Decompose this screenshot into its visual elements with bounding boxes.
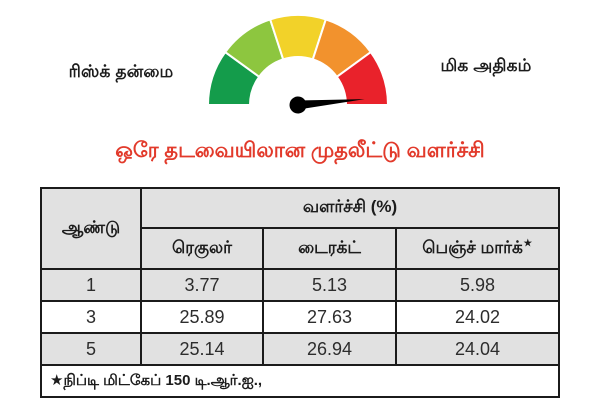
footnote: ★நிப்டி மிட்கேப் 150 டி.ஆர்.ஐ., [39, 364, 561, 398]
direct-column-header: டைரக்ட் [262, 227, 397, 270]
gauge-needle-icon [297, 99, 365, 110]
benchmark-cell: 5.98 [394, 268, 561, 302]
section-title: ஒரே தடவையிலான முதலீட்டு வளர்ச்சி [115, 139, 485, 162]
growth-table-container: ஆண்டு வளர்ச்சி (%) ரெகுலர் டைரக்ட் பெஞ்ச… [39, 187, 561, 398]
growth-table: ஆண்டு வளர்ச்சி (%) ரெகுலர் டைரக்ட் பெஞ்ச… [39, 187, 561, 398]
gauge-left-label: ரிஸ்க் தன்மை [68, 62, 174, 81]
year-cell: 3 [40, 300, 142, 334]
table-header-row-1: ஆண்டு வளர்ச்சி (%) [40, 187, 561, 270]
table-header-row-2: ரெகுலர் டைரக்ட் பெஞ்ச் மார்க்★ [41, 227, 561, 270]
year-column-header: ஆண்டு [40, 187, 142, 270]
year-cell: 1 [40, 268, 142, 302]
table-row: 3 25.89 27.63 24.02 [40, 300, 561, 334]
benchmark-cell: 24.04 [394, 332, 561, 366]
regular-cell: 25.89 [140, 300, 264, 334]
regular-cell: 25.14 [140, 332, 264, 366]
benchmark-star-icon: ★ [522, 236, 533, 249]
growth-group-header: வளர்ச்சி (%) [139, 187, 561, 229]
table-row: 5 25.14 26.94 24.04 [40, 332, 561, 366]
benchmark-cell: 24.02 [394, 300, 561, 334]
table-footnote-row: ★நிப்டி மிட்கேப் 150 டி.ஆர்.ஐ., [39, 364, 561, 398]
benchmark-header-label: பெஞ்ச் மார்க் [422, 237, 523, 257]
gauge-segment-5 [335, 50, 390, 106]
direct-cell: 27.63 [262, 300, 397, 334]
benchmark-column-header: பெஞ்ச் மார்க்★ [394, 227, 561, 270]
regular-cell: 3.77 [140, 268, 264, 302]
direct-cell: 5.13 [262, 268, 397, 302]
regular-column-header: ரெகுலர் [140, 227, 264, 270]
gauge-right-label: மிக அதிகம் [440, 56, 532, 75]
direct-cell: 26.94 [262, 332, 397, 366]
year-cell: 5 [40, 332, 142, 366]
gauge-needle-hub-icon [289, 96, 307, 114]
table-row: 1 3.77 5.13 5.98 [40, 268, 561, 302]
risk-gauge-icon [206, 13, 390, 114]
